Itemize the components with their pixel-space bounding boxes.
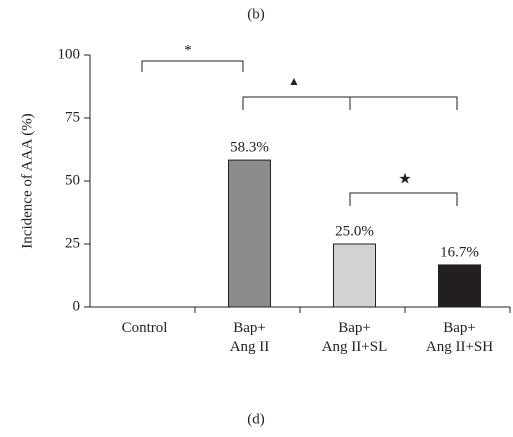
y-tick-label: 50 bbox=[65, 172, 80, 188]
significance-mark: * bbox=[184, 42, 192, 58]
y-tick-label: 100 bbox=[58, 46, 81, 62]
significance-mark: ▲ bbox=[288, 74, 300, 88]
x-tick-label-line: Ang II bbox=[230, 339, 270, 355]
bracket bbox=[141, 60, 244, 72]
x-tick-label-line: Bap+ bbox=[233, 320, 266, 336]
x-tick-label-line: Ang II+SH bbox=[426, 339, 493, 355]
x-tick-label-line: Bap+ bbox=[443, 320, 476, 336]
value-label: 16.7% bbox=[440, 244, 479, 260]
bracket bbox=[242, 96, 458, 110]
x-tick-label-line: Control bbox=[122, 320, 168, 336]
y-tick-label: 75 bbox=[65, 109, 80, 125]
panel-label: (b) bbox=[247, 6, 265, 22]
x-tick-label: Bap+ Ang II+SH bbox=[426, 320, 493, 355]
x-tick-label-line: Bap+ bbox=[338, 320, 371, 336]
y-tick-label: 0 bbox=[73, 298, 81, 314]
value-label: 25.0% bbox=[335, 223, 374, 239]
x-tick-label-line: Ang II+SL bbox=[322, 339, 388, 355]
bracket bbox=[349, 192, 458, 206]
value-label: 58.3% bbox=[230, 140, 269, 156]
significance-mark: ★ bbox=[398, 171, 411, 187]
x-tick-label: Control bbox=[122, 320, 168, 336]
bar bbox=[228, 159, 271, 308]
x-tick-label: Bap+ Ang II+SL bbox=[322, 320, 388, 355]
bar bbox=[438, 264, 481, 308]
bar bbox=[333, 243, 376, 308]
y-tick-label: 25 bbox=[65, 235, 80, 251]
y-axis-title: Incidence of AAA (%) bbox=[19, 113, 35, 248]
x-tick-label: Bap+ Ang II bbox=[230, 320, 270, 355]
panel-label: (d) bbox=[247, 411, 265, 427]
